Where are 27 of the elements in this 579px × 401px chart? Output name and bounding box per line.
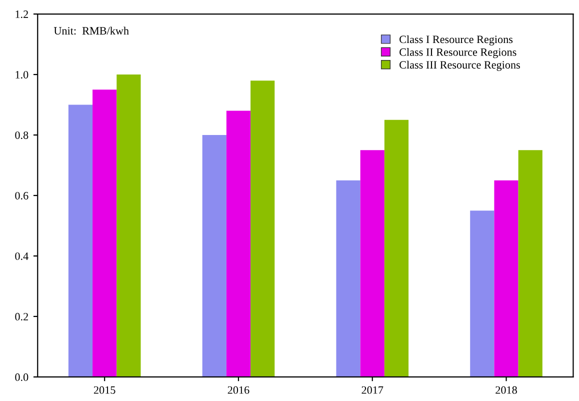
- bar: [384, 120, 409, 377]
- annotation: Unit: RMB/kwh: [54, 26, 129, 35]
- legend-label: Class I Resource Regions: [400, 35, 513, 46]
- y-tick-label: 0.8: [15, 131, 28, 140]
- bar: [68, 104, 93, 377]
- bar: [202, 135, 226, 377]
- y-tick-label: 0.0: [15, 373, 28, 381]
- bar: [336, 180, 360, 377]
- legend-label: Class II Resource Regions: [400, 48, 516, 58]
- bar: [116, 74, 141, 377]
- bar: [470, 210, 494, 377]
- bar: [494, 180, 518, 377]
- legend-label: Class III Resource Regions: [400, 60, 520, 71]
- y-tick-label: 0.6: [15, 192, 28, 200]
- bar: [92, 90, 117, 377]
- y-tick-label: 0.2: [15, 312, 28, 320]
- y-tick-label: 1.0: [16, 70, 28, 79]
- x-tick-label: 2017: [362, 386, 384, 394]
- x-tick-label: 2018: [496, 386, 517, 394]
- bar: [250, 80, 275, 377]
- x-tick-label: 2015: [94, 386, 116, 394]
- x-tick-label: 2016: [228, 386, 250, 394]
- y-tick-label: 0.4: [15, 252, 28, 260]
- bar: [518, 150, 542, 377]
- bar: [226, 110, 251, 377]
- y-tick-label: 1.2: [16, 10, 28, 18]
- bar: [360, 150, 384, 377]
